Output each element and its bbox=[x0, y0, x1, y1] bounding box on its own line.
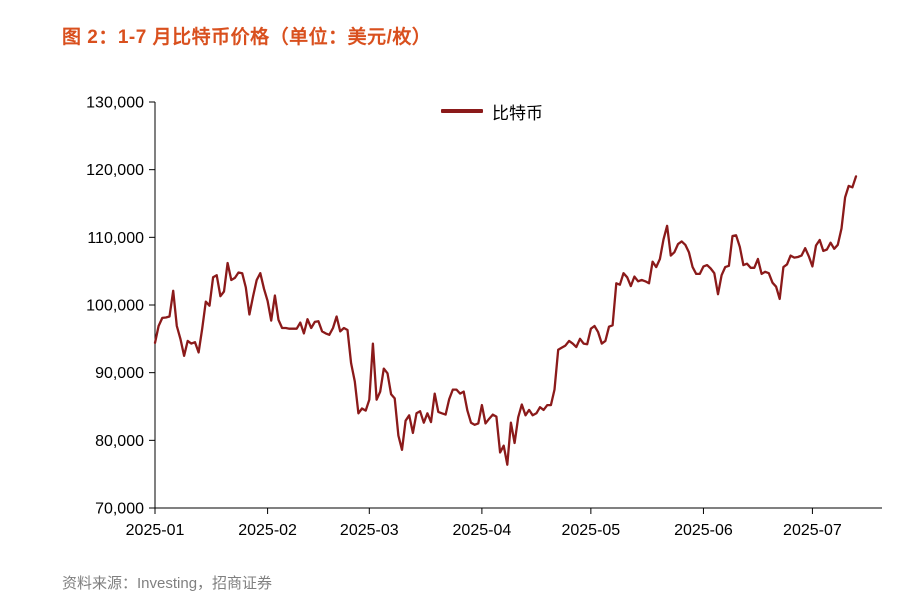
svg-text:2025-01: 2025-01 bbox=[126, 522, 185, 539]
svg-text:80,000: 80,000 bbox=[95, 433, 144, 450]
svg-text:2025-02: 2025-02 bbox=[238, 522, 297, 539]
legend-line-swatch bbox=[441, 109, 483, 113]
svg-text:2025-06: 2025-06 bbox=[674, 522, 733, 539]
source-note: 资料来源：Investing，招商证券 bbox=[62, 575, 273, 592]
svg-text:90,000: 90,000 bbox=[95, 365, 144, 382]
svg-text:2025-03: 2025-03 bbox=[340, 522, 399, 539]
bitcoin-price-chart: 70,000 80,000 90,000 100,000 110,000 120,000 1… bbox=[50, 82, 910, 552]
svg-text:2025-07: 2025-07 bbox=[783, 522, 842, 539]
chart-legend: 比特币 bbox=[441, 100, 543, 123]
svg-text:130,000: 130,000 bbox=[86, 95, 144, 112]
svg-text:70,000: 70,000 bbox=[95, 501, 144, 518]
svg-text:2025-04: 2025-04 bbox=[453, 522, 512, 539]
svg-text:2025-05: 2025-05 bbox=[561, 522, 620, 539]
legend-label: 比特币 bbox=[492, 103, 543, 123]
svg-text:100,000: 100,000 bbox=[86, 298, 144, 315]
svg-text:120,000: 120,000 bbox=[86, 162, 144, 179]
svg-text:110,000: 110,000 bbox=[87, 230, 144, 247]
figure-title: 图 2：1-7 月比特币价格（单位：美元/枚） bbox=[62, 27, 432, 48]
price-line-plot: 70,000 80,000 90,000 100,000 110,000 120,000 1… bbox=[86, 95, 882, 539]
